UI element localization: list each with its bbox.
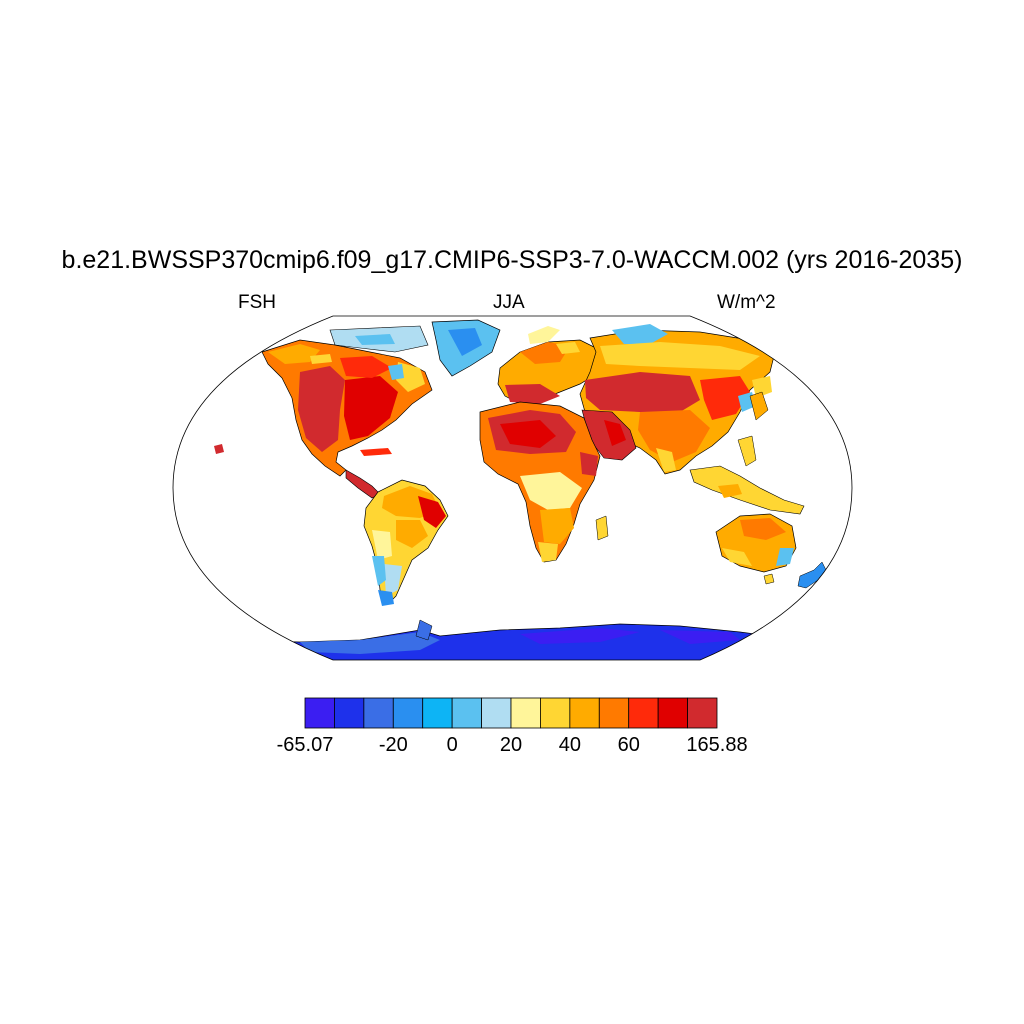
colorbar-swatch <box>363 697 394 729</box>
colorbar-swatch <box>687 697 718 729</box>
colorbar-swatch <box>540 697 571 729</box>
colorbar-swatch <box>510 697 541 729</box>
colorbar-tick-label: -20 <box>378 734 408 756</box>
colorbar-swatch <box>422 697 453 729</box>
season-label: JJA <box>493 292 525 313</box>
globe-outline <box>172 315 853 661</box>
land-fields <box>199 319 851 660</box>
colorbar-tick-label: 40 <box>558 734 581 756</box>
colorbar-swatch <box>304 697 335 729</box>
colorbar-swatch <box>628 697 659 729</box>
colorbar-swatch <box>451 697 482 729</box>
map-title: b.e21.BWSSP370cmip6.f09_g17.CMIP6-SSP3-7… <box>61 246 963 274</box>
colorbar-tick-label: -65.07 <box>276 734 334 756</box>
colorbar-swatch <box>569 697 600 729</box>
variable-label: FSH <box>238 292 276 313</box>
colorbar-swatch <box>334 697 365 729</box>
colorbar-swatch <box>598 697 630 729</box>
colorbar-swatch <box>657 697 688 729</box>
colorbar-tick-label: 0 <box>446 734 458 756</box>
colorbar-tick-label: 165.88 <box>686 734 748 756</box>
colorbar-swatch <box>481 697 512 729</box>
colorbar-swatch <box>392 697 424 729</box>
colorbar-tick-label: 60 <box>617 734 640 756</box>
colorbar <box>304 697 718 729</box>
units-label: W/m^2 <box>717 292 776 313</box>
antarctica-region <box>199 623 851 660</box>
colorbar-tick-label: 20 <box>499 734 523 756</box>
